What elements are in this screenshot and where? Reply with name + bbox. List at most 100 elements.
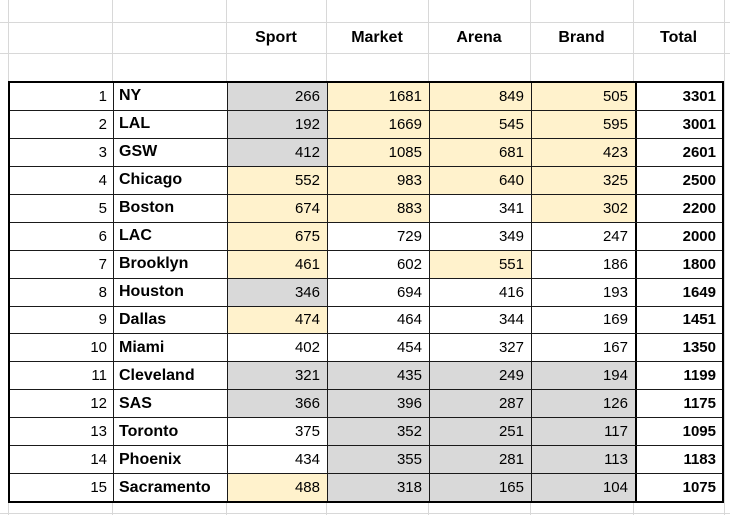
cell-market[interactable]: 983	[328, 166, 430, 194]
cell-rank[interactable]: 4	[10, 166, 114, 194]
cell-arena[interactable]: 165	[430, 474, 532, 502]
cell-sport[interactable]: 674	[228, 194, 328, 222]
cell-rank[interactable]: 2	[10, 110, 114, 138]
cell-market[interactable]: 396	[328, 390, 430, 418]
cell-team[interactable]: Miami	[114, 334, 228, 362]
cell-total[interactable]: 2200	[635, 194, 722, 222]
cell-sport[interactable]: 266	[228, 83, 328, 110]
cell-market[interactable]: 694	[328, 278, 430, 306]
cell-rank[interactable]: 8	[10, 278, 114, 306]
cell-market[interactable]: 435	[328, 362, 430, 390]
cell-brand[interactable]: 104	[532, 474, 635, 502]
cell-team[interactable]: Boston	[114, 194, 228, 222]
cell-arena[interactable]: 849	[430, 83, 532, 110]
cell-market[interactable]: 1669	[328, 110, 430, 138]
cell-sport[interactable]: 552	[228, 166, 328, 194]
cell-sport[interactable]: 402	[228, 334, 328, 362]
cell-market[interactable]: 729	[328, 222, 430, 250]
cell-market[interactable]: 454	[328, 334, 430, 362]
cell-arena[interactable]: 281	[430, 446, 532, 474]
cell-sport[interactable]: 488	[228, 474, 328, 502]
cell-brand[interactable]: 595	[532, 110, 635, 138]
cell-brand[interactable]: 194	[532, 362, 635, 390]
cell-rank[interactable]: 5	[10, 194, 114, 222]
cell-brand[interactable]: 169	[532, 306, 635, 334]
cell-total[interactable]: 2000	[635, 222, 722, 250]
cell-team[interactable]: LAC	[114, 222, 228, 250]
cell-arena[interactable]: 327	[430, 334, 532, 362]
cell-team[interactable]: Toronto	[114, 418, 228, 446]
cell-team[interactable]: GSW	[114, 138, 228, 166]
cell-brand[interactable]: 117	[532, 418, 635, 446]
cell-brand[interactable]: 247	[532, 222, 635, 250]
cell-market[interactable]: 1085	[328, 138, 430, 166]
cell-brand[interactable]: 167	[532, 334, 635, 362]
cell-market[interactable]: 318	[328, 474, 430, 502]
cell-rank[interactable]: 1	[10, 83, 114, 110]
cell-total[interactable]: 1075	[635, 474, 722, 502]
cell-total[interactable]: 2601	[635, 138, 722, 166]
cell-brand[interactable]: 193	[532, 278, 635, 306]
cell-rank[interactable]: 12	[10, 390, 114, 418]
column-header-market[interactable]: Market	[351, 29, 403, 46]
cell-team[interactable]: Chicago	[114, 166, 228, 194]
cell-team[interactable]: Sacramento	[114, 474, 228, 502]
cell-market[interactable]: 1681	[328, 83, 430, 110]
cell-sport[interactable]: 366	[228, 390, 328, 418]
cell-sport[interactable]: 474	[228, 306, 328, 334]
cell-total[interactable]: 3001	[635, 110, 722, 138]
cell-arena[interactable]: 416	[430, 278, 532, 306]
cell-sport[interactable]: 375	[228, 418, 328, 446]
cell-market[interactable]: 464	[328, 306, 430, 334]
cell-arena[interactable]: 344	[430, 306, 532, 334]
cell-sport[interactable]: 412	[228, 138, 328, 166]
cell-total[interactable]: 3301	[635, 83, 722, 110]
cell-brand[interactable]: 126	[532, 390, 635, 418]
cell-sport[interactable]: 346	[228, 278, 328, 306]
cell-arena[interactable]: 681	[430, 138, 532, 166]
column-header-arena[interactable]: Arena	[456, 29, 502, 46]
cell-brand[interactable]: 325	[532, 166, 635, 194]
cell-arena[interactable]: 349	[430, 222, 532, 250]
cell-team[interactable]: SAS	[114, 390, 228, 418]
cell-rank[interactable]: 15	[10, 474, 114, 502]
cell-sport[interactable]: 192	[228, 110, 328, 138]
cell-total[interactable]: 1183	[635, 446, 722, 474]
cell-arena[interactable]: 341	[430, 194, 532, 222]
cell-rank[interactable]: 11	[10, 362, 114, 390]
cell-arena[interactable]: 640	[430, 166, 532, 194]
cell-brand[interactable]: 423	[532, 138, 635, 166]
cell-brand[interactable]: 113	[532, 446, 635, 474]
cell-total[interactable]: 1175	[635, 390, 722, 418]
cell-market[interactable]: 355	[328, 446, 430, 474]
cell-rank[interactable]: 14	[10, 446, 114, 474]
cell-rank[interactable]: 13	[10, 418, 114, 446]
cell-total[interactable]: 2500	[635, 166, 722, 194]
cell-arena[interactable]: 287	[430, 390, 532, 418]
cell-market[interactable]: 602	[328, 250, 430, 278]
cell-total[interactable]: 1451	[635, 306, 722, 334]
cell-team[interactable]: Phoenix	[114, 446, 228, 474]
cell-team[interactable]: Dallas	[114, 306, 228, 334]
cell-team[interactable]: Brooklyn	[114, 250, 228, 278]
cell-sport[interactable]: 321	[228, 362, 328, 390]
cell-total[interactable]: 1649	[635, 278, 722, 306]
cell-total[interactable]: 1800	[635, 250, 722, 278]
cell-sport[interactable]: 675	[228, 222, 328, 250]
cell-arena[interactable]: 545	[430, 110, 532, 138]
cell-total[interactable]: 1095	[635, 418, 722, 446]
cell-total[interactable]: 1199	[635, 362, 722, 390]
cell-sport[interactable]: 434	[228, 446, 328, 474]
cell-arena[interactable]: 249	[430, 362, 532, 390]
cell-sport[interactable]: 461	[228, 250, 328, 278]
cell-rank[interactable]: 10	[10, 334, 114, 362]
cell-total[interactable]: 1350	[635, 334, 722, 362]
column-header-total[interactable]: Total	[659, 29, 698, 46]
cell-arena[interactable]: 251	[430, 418, 532, 446]
cell-team[interactable]: LAL	[114, 110, 228, 138]
cell-rank[interactable]: 3	[10, 138, 114, 166]
cell-team[interactable]: Houston	[114, 278, 228, 306]
cell-market[interactable]: 352	[328, 418, 430, 446]
cell-team[interactable]: NY	[114, 83, 228, 110]
cell-rank[interactable]: 9	[10, 306, 114, 334]
